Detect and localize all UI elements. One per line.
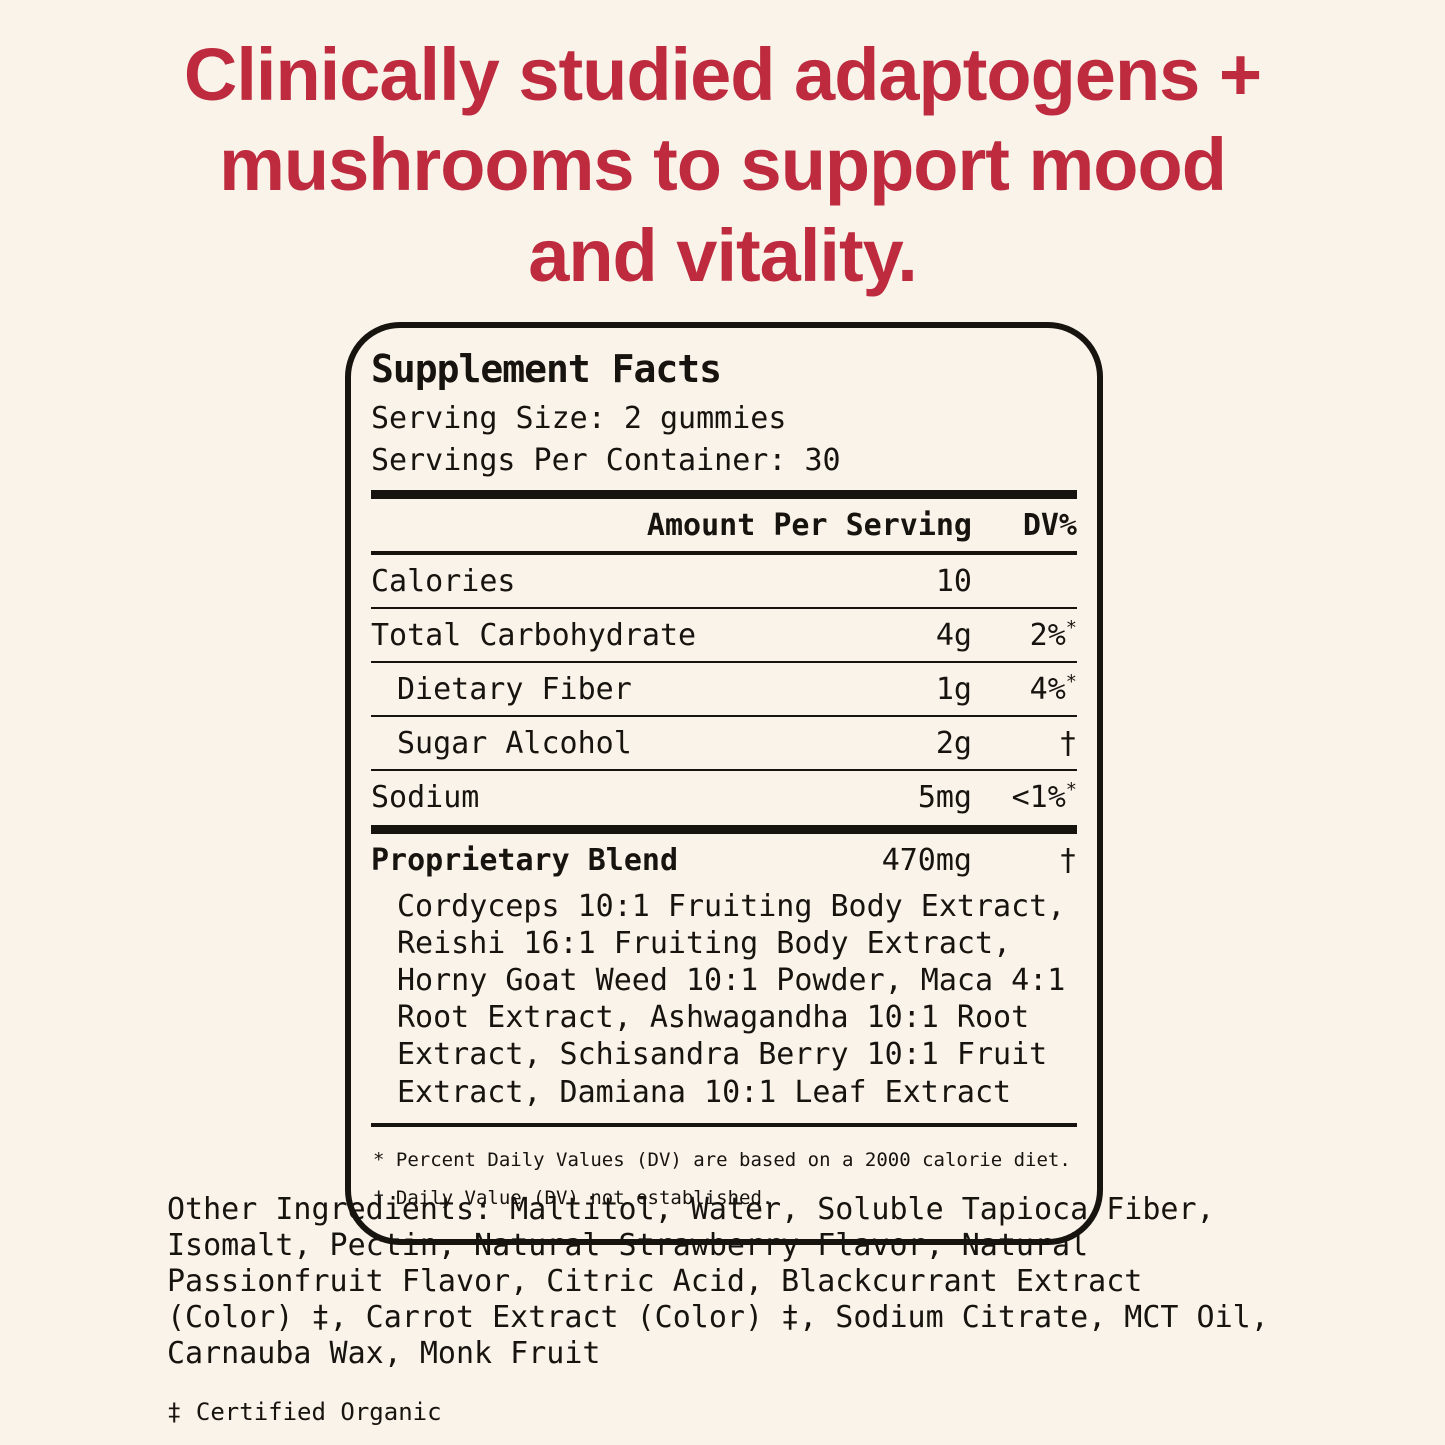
fact-row-total-carbohydrate: Total Carbohydrate 4g 2%* <box>371 609 1077 661</box>
blend-dv: † <box>1058 842 1077 878</box>
divider-row <box>371 768 1077 771</box>
panel-title: Supplement Facts <box>371 347 722 391</box>
fact-label: Total Carbohydrate <box>371 617 697 653</box>
fact-label: Sodium <box>371 779 480 815</box>
dv-header: DV% <box>1022 507 1077 543</box>
product-claim-heading: Clinically studied adaptogens + mushroom… <box>183 33 1262 297</box>
serving-size: Serving Size: 2 gummies <box>371 400 787 436</box>
divider-thick-top <box>371 489 1077 499</box>
fact-row-sodium: Sodium 5mg <1%* <box>371 771 1077 823</box>
fact-row-sugar-alcohol: Sugar Alcohol 2g † <box>371 717 1077 769</box>
divider-header <box>371 550 1077 555</box>
fact-amount: 5mg <box>917 779 972 815</box>
facts-header-row: Amount Per Serving DV% <box>371 499 1077 551</box>
amount-per-serving-header: Amount Per Serving <box>646 507 972 543</box>
fact-dv: <1%* <box>1011 779 1077 815</box>
fact-amount: 2g <box>935 725 972 761</box>
fact-dv: † <box>1058 725 1077 761</box>
certified-organic-note: ‡ Certified Organic <box>167 1398 442 1426</box>
fact-amount: 4g <box>935 617 972 653</box>
proprietary-blend-row: Proprietary Blend 470mg † <box>371 834 1077 886</box>
fact-dv: 2%* <box>1029 617 1077 653</box>
fact-dv: 4%* <box>1029 671 1077 707</box>
fact-row-calories: Calories 10 <box>371 555 1077 607</box>
divider-footnotes <box>371 1122 1077 1127</box>
footnotes: * Percent Daily Values (DV) are based on… <box>371 1127 1077 1225</box>
divider-row <box>371 660 1077 663</box>
supplement-facts-panel: Supplement Facts Serving Size: 2 gummies… <box>345 322 1103 1245</box>
other-ingredients: Other Ingredients: Maltitol, Water, Solu… <box>167 1192 1269 1371</box>
blend-label: Proprietary Blend <box>371 842 679 878</box>
fact-label: Calories <box>371 563 516 599</box>
fact-label: Dietary Fiber <box>397 671 632 707</box>
fact-amount: 1g <box>935 671 972 707</box>
fact-label: Sugar Alcohol <box>397 725 632 761</box>
footnote-percent-dv: * Percent Daily Values (DV) are based on… <box>373 1148 1071 1171</box>
footnote-not-established: † Daily Value (DV) not established. <box>373 1186 774 1209</box>
divider-row <box>371 714 1077 717</box>
divider-row <box>371 606 1077 609</box>
divider-thick-blend <box>371 824 1077 834</box>
blend-amount: 470mg <box>881 842 972 878</box>
blend-description: Cordyceps 10:1 Fruiting Body Extract, Re… <box>397 888 1066 1110</box>
fact-row-dietary-fiber: Dietary Fiber 1g 4%* <box>371 663 1077 715</box>
servings-per-container: Servings Per Container: 30 <box>371 442 841 478</box>
fact-amount: 10 <box>935 563 972 599</box>
